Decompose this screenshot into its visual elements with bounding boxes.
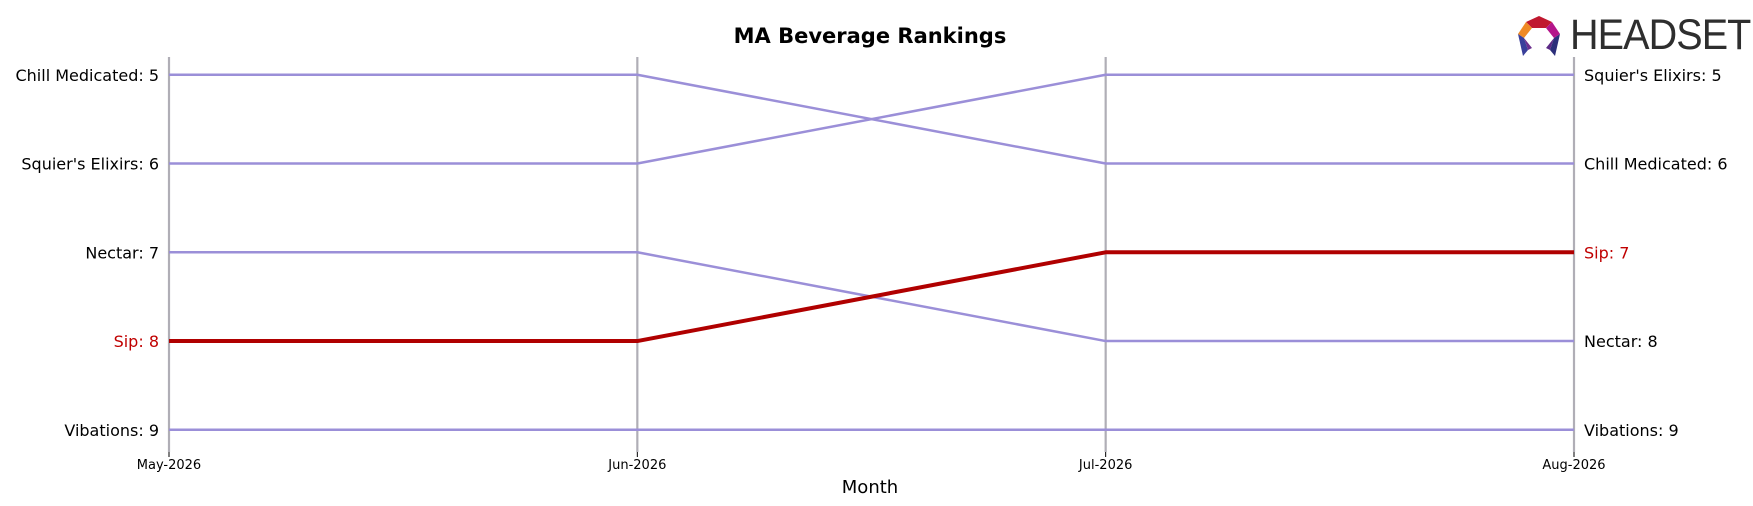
headset-logo: HEADSET [1514,10,1751,62]
rank-label-right-nectar: Nectar: 8 [1584,332,1658,351]
series-lines [169,73,1574,432]
chart-title: MA Beverage Rankings [734,24,1007,48]
rank-label-right-chill-medicated: Chill Medicated: 6 [1584,155,1728,174]
gridlines [167,57,1576,457]
x-tick-label: Jun-2026 [607,458,666,473]
headset-logo-text: HEADSET [1570,11,1751,59]
rank-label-right-vibations: Vibations: 9 [1584,421,1679,440]
x-axis-label: Month [842,477,898,498]
rank-label-right-squier-s-elixirs: Squier's Elixirs: 5 [1584,66,1722,85]
right-rank-labels: Chill Medicated: 6 Squier's Elixirs: 5 Nec… [1584,66,1728,440]
headset-logo-icon [1518,16,1560,56]
series-line-squier-s-elixirs [169,73,1574,165]
x-tick-labels: May-2026 Jun-2026 Jul-2026 Aug-2026 [137,458,1606,473]
rank-label-left-nectar: Nectar: 7 [85,243,159,262]
x-tick-label: Aug-2026 [1542,458,1605,473]
rank-label-left-squier-s-elixirs: Squier's Elixirs: 6 [21,155,159,174]
x-tick-label: May-2026 [137,458,201,473]
x-tick-label: Jul-2026 [1078,458,1132,473]
rank-label-left-sip: Sip: 8 [114,332,159,351]
rank-label-left-chill-medicated: Chill Medicated: 5 [15,66,159,85]
series-line-sip [169,250,1574,344]
rank-label-left-vibations: Vibations: 9 [64,421,159,440]
rank-label-right-sip: Sip: 7 [1584,243,1629,262]
left-rank-labels: Chill Medicated: 5 Squier's Elixirs: 6 Nec… [15,66,159,440]
